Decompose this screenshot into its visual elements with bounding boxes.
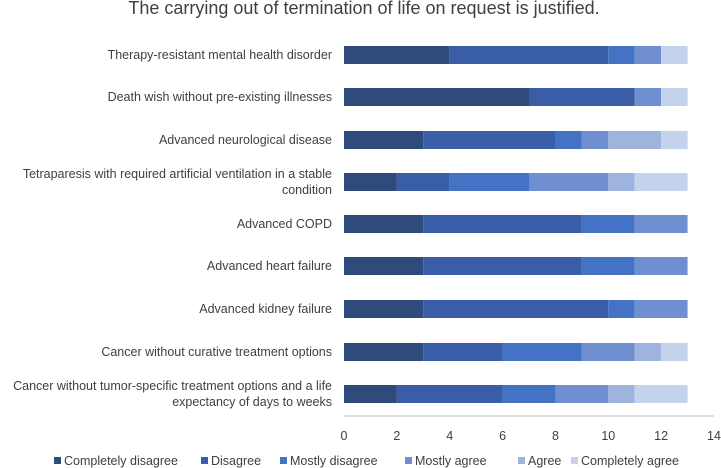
bar-segment bbox=[344, 173, 397, 191]
legend-swatch bbox=[280, 457, 287, 464]
bar-segment bbox=[634, 88, 662, 106]
x-tick-label: 0 bbox=[341, 429, 348, 443]
category-labels: Therapy-resistant mental health disorder… bbox=[13, 48, 332, 409]
bar-segment bbox=[502, 385, 556, 403]
bar-segment bbox=[661, 88, 688, 106]
bar-segment bbox=[344, 88, 529, 106]
bar-segment bbox=[608, 131, 662, 149]
bar-segment bbox=[449, 173, 529, 191]
x-tick-label: 14 bbox=[707, 429, 721, 443]
x-tick-label: 12 bbox=[654, 429, 668, 443]
category-label: Cancer without tumor-specific treatment … bbox=[13, 379, 332, 393]
bar-segment bbox=[396, 173, 450, 191]
bar-segment bbox=[529, 173, 609, 191]
bar-segment bbox=[608, 385, 635, 403]
legend-label: Disagree bbox=[211, 454, 261, 468]
bar-segment bbox=[555, 131, 582, 149]
bar-segment bbox=[396, 385, 503, 403]
bar-segment bbox=[608, 46, 635, 64]
legend-swatch bbox=[54, 457, 61, 464]
category-label: expectancy of days to weeks bbox=[172, 395, 332, 409]
bar-segment bbox=[634, 215, 688, 233]
bar-segment bbox=[581, 257, 635, 275]
bars-layer bbox=[344, 46, 688, 403]
bar-segment bbox=[344, 46, 450, 64]
legend-swatch bbox=[571, 457, 578, 464]
chart-title: The carrying out of termination of life … bbox=[128, 0, 599, 18]
bar-segment bbox=[423, 300, 609, 318]
bar-segment bbox=[661, 343, 688, 361]
bar-segment bbox=[581, 131, 609, 149]
legend-swatch bbox=[405, 457, 412, 464]
x-tick-label: 10 bbox=[601, 429, 615, 443]
category-label: Advanced neurological disease bbox=[159, 133, 332, 147]
bar-segment bbox=[581, 215, 635, 233]
category-label: Advanced COPD bbox=[237, 217, 332, 231]
category-label: Advanced heart failure bbox=[207, 259, 332, 273]
bar-segment bbox=[634, 343, 662, 361]
bar-segment bbox=[555, 385, 609, 403]
bar-segment bbox=[661, 46, 688, 64]
legend-swatch bbox=[201, 457, 208, 464]
bar-segment bbox=[634, 46, 662, 64]
bar-segment bbox=[423, 215, 582, 233]
category-label: Cancer without curative treatment option… bbox=[101, 345, 332, 359]
bar-segment bbox=[449, 46, 609, 64]
category-label: Death wish without pre-existing illnesse… bbox=[108, 90, 332, 104]
x-tick-label: 4 bbox=[446, 429, 453, 443]
x-tick-label: 2 bbox=[393, 429, 400, 443]
bar-segment bbox=[529, 88, 635, 106]
bar-segment bbox=[661, 131, 688, 149]
legend-label: Mostly agree bbox=[415, 454, 487, 468]
bar-segment bbox=[344, 131, 424, 149]
bar-segment bbox=[502, 343, 582, 361]
bar-segment bbox=[344, 343, 424, 361]
category-label: Tetraparesis with required artificial ve… bbox=[23, 167, 332, 181]
bar-segment bbox=[581, 343, 635, 361]
x-tick-label: 8 bbox=[552, 429, 559, 443]
legend: Completely disagree Disagree Mostly disagr… bbox=[54, 454, 679, 468]
category-label: Advanced kidney failure bbox=[199, 302, 332, 316]
legend-label: Completely disagree bbox=[64, 454, 178, 468]
legend-label: Agree bbox=[528, 454, 561, 468]
bar-segment bbox=[423, 131, 556, 149]
bar-segment bbox=[344, 215, 424, 233]
legend-label: Mostly disagree bbox=[290, 454, 378, 468]
bar-segment bbox=[634, 173, 688, 191]
bar-segment bbox=[423, 343, 503, 361]
bar-segment bbox=[608, 173, 635, 191]
category-label: Therapy-resistant mental health disorder bbox=[108, 48, 332, 62]
category-label: condition bbox=[282, 183, 332, 197]
legend-label: Completely agree bbox=[581, 454, 679, 468]
legend-swatch bbox=[518, 457, 525, 464]
bar-segment bbox=[634, 257, 688, 275]
bar-segment bbox=[608, 300, 635, 318]
x-tick-label: 6 bbox=[499, 429, 506, 443]
bar-segment bbox=[344, 300, 424, 318]
bar-segment bbox=[423, 257, 582, 275]
x-axis: 0 2 4 6 8 10 12 14 bbox=[341, 415, 721, 443]
bar-segment bbox=[634, 385, 688, 403]
bar-segment bbox=[344, 257, 424, 275]
bar-segment bbox=[344, 385, 397, 403]
bar-segment bbox=[634, 300, 688, 318]
